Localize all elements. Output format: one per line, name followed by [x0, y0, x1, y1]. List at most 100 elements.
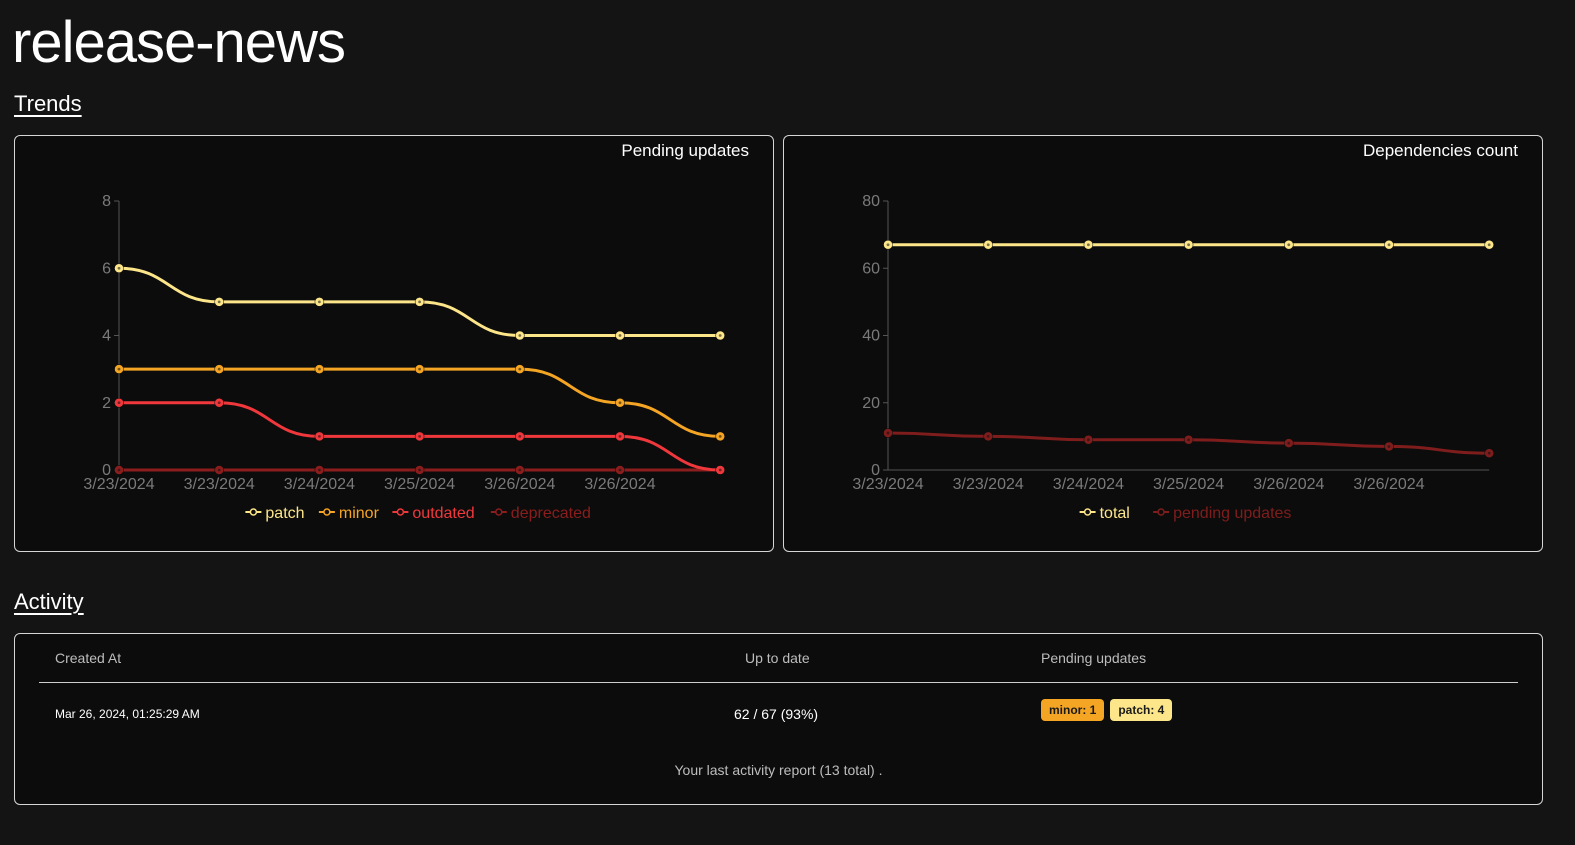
up-to-date-cell: 62 / 67 (93%) [734, 706, 819, 722]
dependencies-count-chart: 0 20 40 60 80 3/23/2024 3/23/2024 3/24/2024 3/25… [852, 193, 1494, 522]
minor-badge: minor: 1 [1041, 699, 1105, 721]
y-tick-label: 8 [102, 193, 111, 210]
y-tick-label: 20 [862, 395, 880, 412]
data-point-center [1287, 243, 1291, 247]
trends-link[interactable]: Trends [14, 91, 82, 116]
legend-marker-icon [249, 508, 258, 516]
activity-link[interactable]: Activity [14, 589, 84, 614]
data-point-center [1087, 438, 1090, 442]
activity-table-panel: Created At Up to date Pending updates Ma… [14, 633, 1543, 805]
data-point-center [217, 468, 221, 472]
chart-title: Dependencies count [1362, 141, 1518, 160]
x-tick-label: 3/26/2024 [1353, 476, 1424, 493]
legend-marker-icon [495, 508, 503, 516]
legend-marker-icon [1157, 508, 1165, 516]
y-tick-label: 40 [862, 328, 880, 345]
y-tick-label: 6 [102, 260, 111, 277]
pending-updates-chart-panel: Pending updates 0 2 4 6 8 3/23/2024 3/23/2024 3… [14, 135, 774, 552]
x-tick-label: 3/23/2024 [184, 476, 255, 493]
legend-item-minor[interactable]: minor [318, 505, 380, 522]
data-point-center [318, 468, 321, 472]
legend-marker-icon [396, 508, 405, 516]
data-point-center [518, 367, 522, 371]
y-tick-label: 60 [862, 260, 880, 277]
x-tick-label: 3/25/2024 [384, 476, 455, 493]
y-tick-label: 0 [102, 462, 111, 479]
data-point-center [418, 300, 421, 304]
data-point-center [117, 367, 121, 371]
column-header-pending-updates[interactable]: Pending updates [1041, 650, 1147, 666]
data-point-center [986, 243, 990, 247]
data-point-center [318, 434, 321, 438]
legend-label: deprecated [511, 505, 591, 522]
legend-label: pending updates [1173, 505, 1291, 522]
patch-badge: patch: 4 [1110, 699, 1173, 721]
data-point-center [1187, 243, 1190, 247]
data-point-center [618, 434, 622, 438]
x-tick-label: 3/26/2024 [584, 476, 655, 493]
data-point-center [518, 334, 522, 337]
data-point-center [1387, 445, 1391, 448]
data-point-center [1487, 451, 1491, 455]
data-point-center [318, 300, 321, 304]
data-point-center [117, 401, 121, 405]
y-tick-label: 4 [102, 328, 111, 345]
data-point-center [418, 468, 421, 472]
data-point-center [618, 401, 622, 405]
data-point-center [217, 300, 221, 304]
data-point-center [117, 266, 121, 270]
data-point-center [718, 434, 722, 438]
page-title: release-news [12, 10, 346, 75]
x-tick-label: 3/25/2024 [1153, 476, 1224, 493]
data-point-center [418, 367, 421, 371]
y-tick-label: 80 [862, 193, 880, 210]
data-point-center [986, 434, 990, 438]
column-header-up-to-date[interactable]: Up to date [745, 650, 810, 666]
legend-label: patch [265, 505, 304, 522]
x-tick-label: 3/23/2024 [953, 476, 1024, 493]
legend-marker-icon [1083, 508, 1092, 516]
x-tick-label: 3/24/2024 [1053, 476, 1124, 493]
y-tick-label: 2 [102, 395, 111, 412]
legend-item-deprecated[interactable]: deprecated [490, 505, 591, 522]
x-tick-label: 3/24/2024 [284, 476, 355, 493]
data-point-center [618, 468, 622, 472]
data-point-center [1287, 441, 1291, 445]
data-point-center [217, 367, 221, 371]
legend-item-patch[interactable]: patch [245, 505, 305, 522]
legend-item-total[interactable]: total [1079, 505, 1130, 522]
data-point-center [1387, 243, 1391, 247]
chart-title: Pending updates [621, 141, 749, 160]
pending-updates-chart: 0 2 4 6 8 3/23/2024 3/23/2024 3/24/2024 3/25/202… [83, 193, 725, 522]
x-tick-label: 3/23/2024 [852, 476, 923, 493]
data-point-center [618, 334, 622, 337]
legend-label: total [1100, 505, 1130, 522]
data-point-center [518, 468, 522, 472]
data-point-center [1487, 243, 1491, 247]
created-at-cell: Mar 26, 2024, 01:25:29 AM [55, 707, 200, 721]
x-tick-label: 3/26/2024 [484, 476, 555, 493]
pending-updates-cell: minor: 1 patch: 4 [1041, 699, 1178, 721]
data-point-center [1187, 438, 1190, 442]
column-header-created-at[interactable]: Created At [55, 650, 122, 666]
legend-label: minor [339, 505, 380, 522]
data-point-center [418, 434, 421, 438]
data-point-center [217, 401, 221, 405]
data-point-center [886, 431, 890, 435]
legend-marker-icon [323, 508, 331, 516]
data-point-center [318, 367, 321, 371]
data-point-center [718, 334, 722, 337]
legend-item-pending-updates[interactable]: pending updates [1153, 505, 1291, 522]
dependencies-count-chart-panel: Dependencies count 0 20 40 60 80 3/23/2024 3/2… [783, 135, 1543, 552]
data-point-center [886, 243, 890, 247]
legend-item-outdated[interactable]: outdated [392, 505, 475, 522]
data-point-center [117, 468, 121, 472]
legend-label: outdated [412, 505, 474, 522]
x-tick-label: 3/23/2024 [83, 476, 154, 493]
x-tick-label: 3/26/2024 [1253, 476, 1324, 493]
y-tick-label: 0 [871, 462, 880, 479]
activity-footer-note: Your last activity report (13 total) . [674, 762, 883, 778]
data-point-center [1087, 243, 1090, 247]
data-point-center [718, 468, 722, 472]
table-divider [39, 682, 1518, 683]
